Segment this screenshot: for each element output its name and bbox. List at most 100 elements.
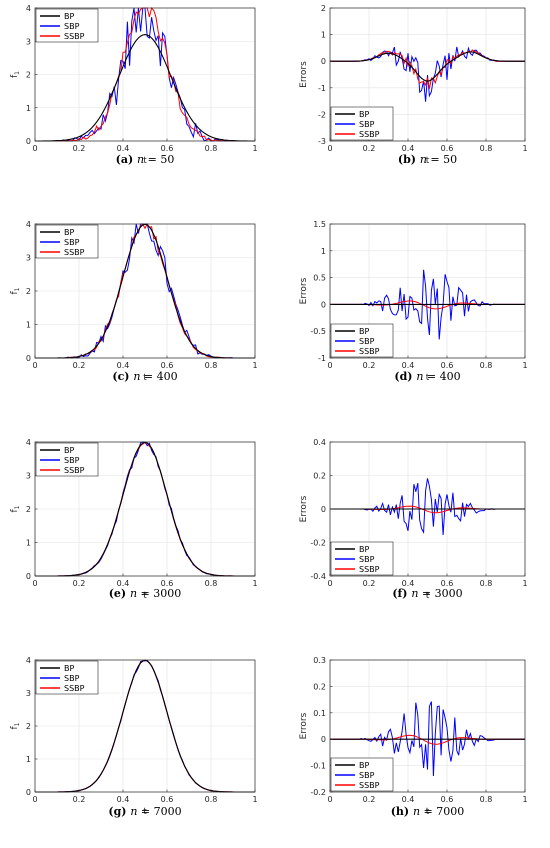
y-axis-label: Errors [299, 277, 309, 304]
y-tick-label: 0.1 [313, 709, 326, 718]
panel-caption: (f) n = 3000 [392, 587, 462, 600]
x-axis-label: t [426, 156, 430, 166]
x-tick-label: 0.4 [402, 144, 415, 153]
y-tick-label: 1 [26, 539, 31, 548]
axes-box [329, 223, 526, 359]
x-tick-label: 0 [32, 361, 37, 370]
legend-label-sbp: SBP [359, 337, 375, 346]
x-tick-label: 0.8 [480, 795, 493, 804]
y-tick-label: 3 [26, 37, 31, 46]
y-tick-label: -0.4 [310, 572, 326, 581]
panel-f: 0 0.2 0.4 0.6 0.8 1 -0.4 -0.2 0 0.2 0.4 t Errors BPSB… [299, 438, 528, 601]
x-tick-label: 0.4 [117, 579, 130, 588]
x-tick-label: 0.6 [441, 144, 454, 153]
y-tick-label: 2 [26, 722, 31, 731]
x-axis-label: t [426, 591, 430, 601]
x-tick-label: 1 [522, 579, 527, 588]
y-axis-label: f1 [10, 722, 21, 729]
y-tick-label: 1 [321, 247, 326, 256]
y-tick-label: 0 [26, 572, 31, 581]
x-tick-label: 0.4 [402, 361, 415, 370]
x-tick-label: 1 [252, 361, 257, 370]
y-tick-label: 1 [26, 321, 31, 330]
x-tick-label: 0.4 [117, 361, 130, 370]
panel-caption: (d) n = 400 [394, 370, 460, 383]
x-tick-label: 0.4 [117, 144, 130, 153]
x-tick-label: 0.2 [73, 579, 86, 588]
panel-caption: (b) n = 50 [398, 153, 457, 166]
x-tick-label: 0.6 [161, 795, 174, 804]
x-tick-label: 1 [522, 144, 527, 153]
y-tick-label: 0.3 [313, 656, 326, 665]
x-tick-label: 0.8 [480, 579, 493, 588]
legend-label-sbp: SBP [64, 22, 80, 31]
y-tick-label: 0 [321, 57, 326, 66]
y-axis-label: f1 [10, 505, 21, 512]
y-tick-label: 0 [26, 788, 31, 797]
x-tick-label: 0.6 [441, 579, 454, 588]
y-tick-label: 0 [26, 354, 31, 363]
y-tick-label: 0 [321, 505, 326, 514]
x-tick-label: 0.8 [480, 361, 493, 370]
axes-box [329, 659, 526, 793]
legend-label-bp: BP [64, 446, 74, 455]
x-tick-label: 1 [252, 795, 257, 804]
legend-label-ssbp: SSBP [64, 32, 85, 41]
y-tick-label: 4 [26, 4, 31, 13]
x-tick-label: 0 [32, 795, 37, 804]
x-tick-label: 0.4 [402, 795, 415, 804]
y-axis-label: f1 [10, 287, 21, 294]
x-tick-label: 0.8 [205, 144, 218, 153]
y-tick-label: 4 [26, 438, 31, 447]
x-tick-label: 0.6 [441, 361, 454, 370]
legend-label-sbp: SBP [359, 555, 375, 564]
panel-caption: (e) n = 3000 [109, 587, 182, 600]
series-line-bp [330, 51, 525, 82]
x-tick-label: 0.2 [363, 795, 376, 804]
x-tick-label: 0.4 [117, 795, 130, 804]
y-axis-label: Errors [299, 61, 309, 88]
y-tick-label: -0.1 [310, 762, 326, 771]
x-tick-label: 1 [252, 144, 257, 153]
x-tick-label: 0.6 [161, 144, 174, 153]
legend-label-bp: BP [359, 110, 369, 119]
x-tick-label: 0.8 [205, 795, 218, 804]
panel-caption: (h) n = 7000 [391, 805, 465, 818]
y-tick-label: 2 [321, 4, 326, 13]
y-tick-label: 2 [26, 505, 31, 514]
y-tick-label: -1 [318, 354, 326, 363]
y-tick-label: 0 [321, 735, 326, 744]
y-axis-label: Errors [299, 495, 309, 522]
x-tick-label: 0 [32, 579, 37, 588]
x-axis-label: t [426, 807, 430, 817]
legend-label-bp: BP [359, 761, 369, 770]
y-tick-label: 4 [26, 656, 31, 665]
legend-label-bp: BP [359, 327, 369, 336]
x-tick-label: 1 [522, 795, 527, 804]
legend-label-bp: BP [359, 545, 369, 554]
y-tick-label: 2 [26, 71, 31, 80]
x-axis-label: t [143, 156, 147, 166]
y-tick-label: 3 [26, 689, 31, 698]
x-tick-label: 0.4 [402, 579, 415, 588]
y-tick-label: -1 [318, 84, 326, 93]
legend-label-ssbp: SSBP [64, 466, 85, 475]
y-tick-label: 0.2 [313, 682, 326, 691]
x-tick-label: 1 [522, 361, 527, 370]
y-tick-label: 2 [26, 287, 31, 296]
x-tick-label: 0.6 [441, 795, 454, 804]
y-tick-label: -0.2 [310, 788, 326, 797]
x-tick-label: 1 [252, 579, 257, 588]
x-tick-label: 0.2 [363, 579, 376, 588]
y-tick-label: -2 [318, 110, 326, 119]
x-tick-label: 0.8 [205, 579, 218, 588]
x-tick-label: 0 [327, 579, 332, 588]
x-tick-label: 0 [327, 144, 332, 153]
y-tick-label: 0.4 [313, 438, 326, 447]
x-axis-label: t [426, 373, 430, 383]
x-tick-label: 0 [327, 361, 332, 370]
